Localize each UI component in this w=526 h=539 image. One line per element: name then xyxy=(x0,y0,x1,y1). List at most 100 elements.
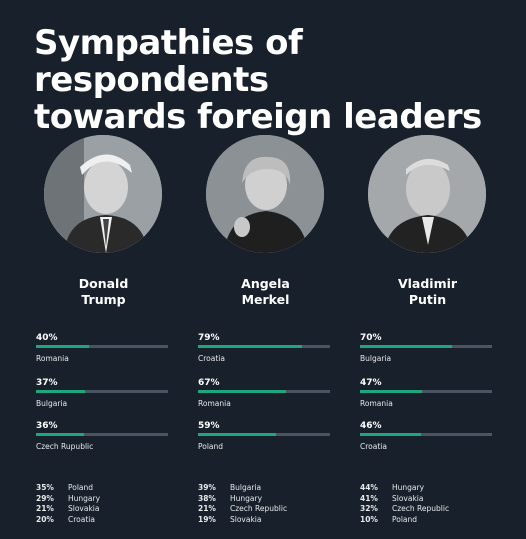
stat-percent: 67% xyxy=(198,378,220,388)
leader-name-line: Merkel xyxy=(241,292,290,307)
bar-track xyxy=(36,433,168,436)
leader-photo xyxy=(44,135,162,253)
list-item-country: Hungary xyxy=(392,483,425,492)
list-item-percent: 10% xyxy=(360,514,378,524)
stat-bar-item: 36% Czech Rupublic xyxy=(36,421,168,451)
bar-fill xyxy=(360,345,453,348)
list-item-percent: 21% xyxy=(36,504,54,513)
bar-track xyxy=(360,390,492,393)
list-item: 10% Poland xyxy=(360,515,495,526)
bar-track xyxy=(198,433,330,436)
stat-bar-item: 46% Croatia xyxy=(360,421,492,451)
stat-country: Romania xyxy=(360,399,393,408)
bar-fill xyxy=(198,433,276,436)
stat-country: Czech Rupublic xyxy=(36,442,94,451)
list-item-country: Czech Republic xyxy=(230,504,288,513)
stat-percent: 70% xyxy=(360,333,382,343)
page-title: Sympathies of respondents towards foreig… xyxy=(34,25,514,136)
list-item-percent: 29% xyxy=(36,493,54,503)
list-item-country: Slovakia xyxy=(392,493,424,503)
stat-bar-item: 40% Romania xyxy=(36,333,168,363)
list-item: 29% Hungary xyxy=(36,494,171,505)
leader-name-line: Trump xyxy=(81,292,126,307)
list-item-percent: 44% xyxy=(360,483,378,492)
stat-percent: 36% xyxy=(36,421,58,431)
stat-bar-item: 59% Poland xyxy=(198,421,330,451)
list-item-percent: 39% xyxy=(198,483,216,492)
bar-fill xyxy=(36,390,85,393)
list-item-percent: 20% xyxy=(36,514,54,524)
leader-column: Vladimir Putin 70% Bulgaria 47% Romania 46% Cro… xyxy=(360,0,495,539)
stat-percent: 79% xyxy=(198,333,220,343)
stat-country: Bulgaria xyxy=(36,399,68,408)
bar-fill xyxy=(36,433,84,436)
list-item: 32% Czech Republic xyxy=(360,504,495,515)
list-item-percent: 38% xyxy=(198,493,216,503)
stat-country: Croatia xyxy=(198,354,225,363)
list-item-country: Croatia xyxy=(68,514,95,524)
stat-percent: 37% xyxy=(36,378,58,388)
stat-country: Romania xyxy=(36,354,69,363)
leader-name: Angela Merkel xyxy=(198,276,333,308)
leader-photo xyxy=(368,135,486,253)
bar-fill xyxy=(36,345,89,348)
list-item-country: Poland xyxy=(68,483,94,492)
leader-name: Vladimir Putin xyxy=(360,276,495,308)
list-item: 38% Hungary xyxy=(198,494,333,505)
list-item: 19% Slovakia xyxy=(198,515,333,526)
stat-bar-item: 67% Romania xyxy=(198,378,330,408)
list-item-country: Slovakia xyxy=(230,514,262,524)
stat-country: Romania xyxy=(198,399,231,408)
bar-track xyxy=(360,433,492,436)
list-item: 41% Slovakia xyxy=(360,494,495,505)
other-countries-list: 35% Poland 29% Hungary 21% Slovakia 20% Croatia xyxy=(36,483,171,525)
leader-name-line: Donald xyxy=(78,276,129,291)
leader-name: Donald Trump xyxy=(36,276,171,308)
bar-track xyxy=(198,390,330,393)
stat-country: Bulgaria xyxy=(360,354,392,363)
title-line-2: towards foreign leaders xyxy=(34,97,482,137)
bar-track xyxy=(360,345,492,348)
stat-country: Poland xyxy=(198,442,224,451)
list-item-percent: 41% xyxy=(360,493,378,503)
stat-bar-item: 70% Bulgaria xyxy=(360,333,492,363)
list-item-country: Slovakia xyxy=(68,504,100,513)
stat-percent: 47% xyxy=(360,378,382,388)
stat-percent: 40% xyxy=(36,333,58,343)
list-item: 21% Slovakia xyxy=(36,504,171,515)
list-item: 20% Croatia xyxy=(36,515,171,526)
leader-name-line: Angela xyxy=(241,276,290,291)
bar-track xyxy=(36,345,168,348)
leader-column: Angela Merkel 79% Croatia 67% Romania 59% Polan… xyxy=(198,0,333,539)
list-item-country: Hungary xyxy=(68,493,101,503)
bar-fill xyxy=(360,433,421,436)
list-item-percent: 32% xyxy=(360,504,378,513)
list-item: 35% Poland xyxy=(36,483,171,494)
list-item: 21% Czech Republic xyxy=(198,504,333,515)
other-countries-list: 39% Bulgaria 38% Hungary 21% Czech Republic 19… xyxy=(198,483,333,525)
list-item-percent: 21% xyxy=(198,504,216,513)
list-item: 39% Bulgaria xyxy=(198,483,333,494)
leader-photo xyxy=(206,135,324,253)
bar-fill xyxy=(198,345,303,348)
stat-percent: 59% xyxy=(198,421,220,431)
list-item-percent: 19% xyxy=(198,514,216,524)
leader-column: Donald Trump 40% Romania 37% Bulgaria 36% Czech… xyxy=(36,0,171,539)
leader-name-line: Putin xyxy=(408,292,447,307)
list-item-country: Czech Republic xyxy=(392,504,450,513)
list-item-country: Poland xyxy=(392,514,418,524)
bar-fill xyxy=(198,390,287,393)
list-item-percent: 35% xyxy=(36,483,54,492)
list-item-country: Hungary xyxy=(230,493,263,503)
list-item: 44% Hungary xyxy=(360,483,495,494)
leader-name-line: Vladimir xyxy=(397,276,458,291)
stat-bar-item: 79% Croatia xyxy=(198,333,330,363)
bar-track xyxy=(198,345,330,348)
stat-bar-item: 37% Bulgaria xyxy=(36,378,168,408)
bar-fill xyxy=(360,390,423,393)
list-item-country: Bulgaria xyxy=(230,483,262,492)
bar-track xyxy=(36,390,168,393)
stat-percent: 46% xyxy=(360,421,382,431)
stat-country: Croatia xyxy=(360,442,387,451)
